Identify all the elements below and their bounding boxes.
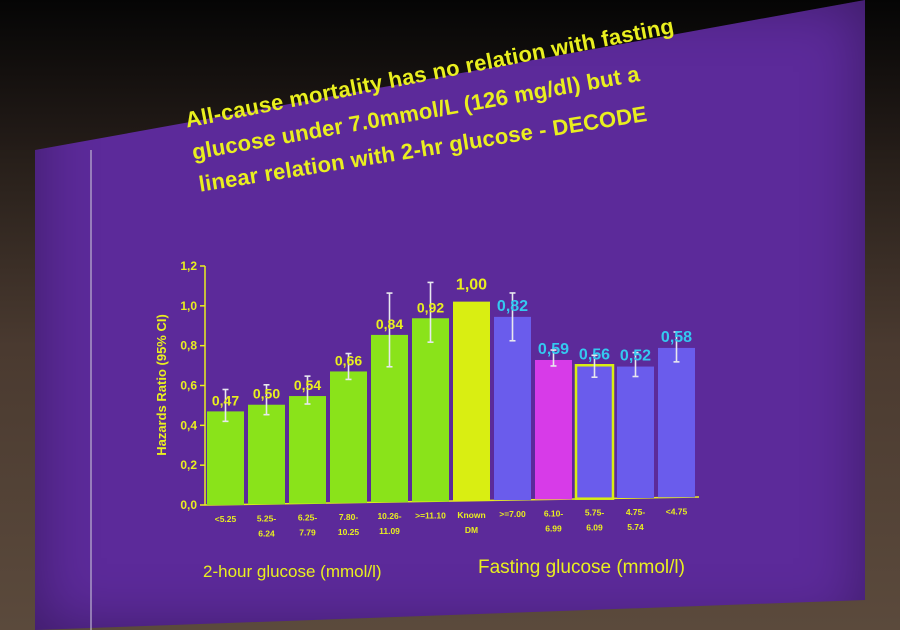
bar bbox=[658, 347, 695, 498]
bar-value-label: 0,58 bbox=[661, 329, 692, 346]
bar bbox=[453, 301, 490, 501]
y-tick-label: 0,8 bbox=[180, 339, 197, 353]
bar bbox=[494, 316, 531, 501]
x-tick-label: 5.74 bbox=[627, 522, 644, 532]
x-tick-label: 6.24 bbox=[258, 528, 275, 538]
x-tick-label: 10.25 bbox=[338, 527, 360, 537]
group-label-2h: 2-hour glucose (mmol/l) bbox=[203, 562, 382, 581]
y-tick-label: 0,2 bbox=[180, 458, 197, 472]
bar-value-label: 0,54 bbox=[294, 377, 321, 393]
bar-value-label: 0,56 bbox=[579, 346, 610, 363]
bar-value-label: 0,92 bbox=[417, 299, 444, 315]
x-tick-label: <4.75 bbox=[666, 506, 688, 516]
bar bbox=[535, 359, 572, 500]
x-tick-label: 7.80- bbox=[339, 512, 359, 522]
bar bbox=[248, 404, 285, 505]
x-tick-label: 10.26- bbox=[377, 511, 401, 521]
bar-value-label: 1,00 bbox=[456, 277, 487, 294]
x-tick-label: 5.25- bbox=[257, 513, 277, 523]
y-tick-label: 1,2 bbox=[180, 259, 197, 273]
x-tick-label: 6.99 bbox=[545, 523, 562, 533]
x-tick-label: DM bbox=[465, 525, 478, 535]
y-axis-title: Hazards Ratio (95% CI) bbox=[154, 314, 169, 456]
y-tick-label: 0,4 bbox=[180, 418, 197, 432]
bar-value-label: 0,59 bbox=[538, 341, 569, 358]
y-tick-label: 1,0 bbox=[180, 299, 197, 313]
group-label-fasting: Fasting glucose (mmol/l) bbox=[478, 557, 685, 578]
x-tick-label: 11.09 bbox=[379, 526, 400, 536]
bar bbox=[207, 411, 244, 505]
x-tick-label: 4.75- bbox=[626, 507, 646, 517]
x-tick-label: 7.79 bbox=[299, 528, 316, 538]
bar-value-label: 0,82 bbox=[497, 298, 528, 315]
x-tick-label: 5.75- bbox=[585, 508, 605, 518]
bar bbox=[330, 371, 367, 503]
chart-root: 0,0 0,2 0,4 0,6 0,8 1,0 1,2 Hazards Ratio (95% … bbox=[154, 259, 700, 538]
x-axis-line bbox=[204, 496, 700, 506]
x-tick-label: >=7.00 bbox=[499, 509, 526, 519]
bar-value-label: 0,84 bbox=[376, 316, 403, 332]
x-tick-label: 6.09 bbox=[586, 523, 603, 533]
y-tick-label: 0,0 bbox=[180, 498, 197, 512]
bar-value-label: 0,66 bbox=[335, 352, 362, 368]
x-tick-label: Known bbox=[457, 510, 485, 520]
y-tick-label: 0,6 bbox=[180, 379, 197, 393]
x-tick-label: 6.10- bbox=[544, 508, 564, 518]
bar-value-label: 0,50 bbox=[253, 386, 280, 402]
bar-value-label: 0,47 bbox=[212, 392, 239, 408]
bar-value-label: 0,52 bbox=[620, 348, 651, 365]
bar bbox=[617, 366, 654, 498]
bar bbox=[412, 318, 449, 502]
x-tick-label: 6.25- bbox=[298, 513, 318, 523]
bar bbox=[289, 396, 326, 504]
bar bbox=[574, 364, 615, 500]
screen-edge bbox=[90, 150, 92, 630]
x-tick-label: <5.25 bbox=[215, 514, 237, 524]
x-tick-label: >=11.10 bbox=[415, 511, 446, 521]
